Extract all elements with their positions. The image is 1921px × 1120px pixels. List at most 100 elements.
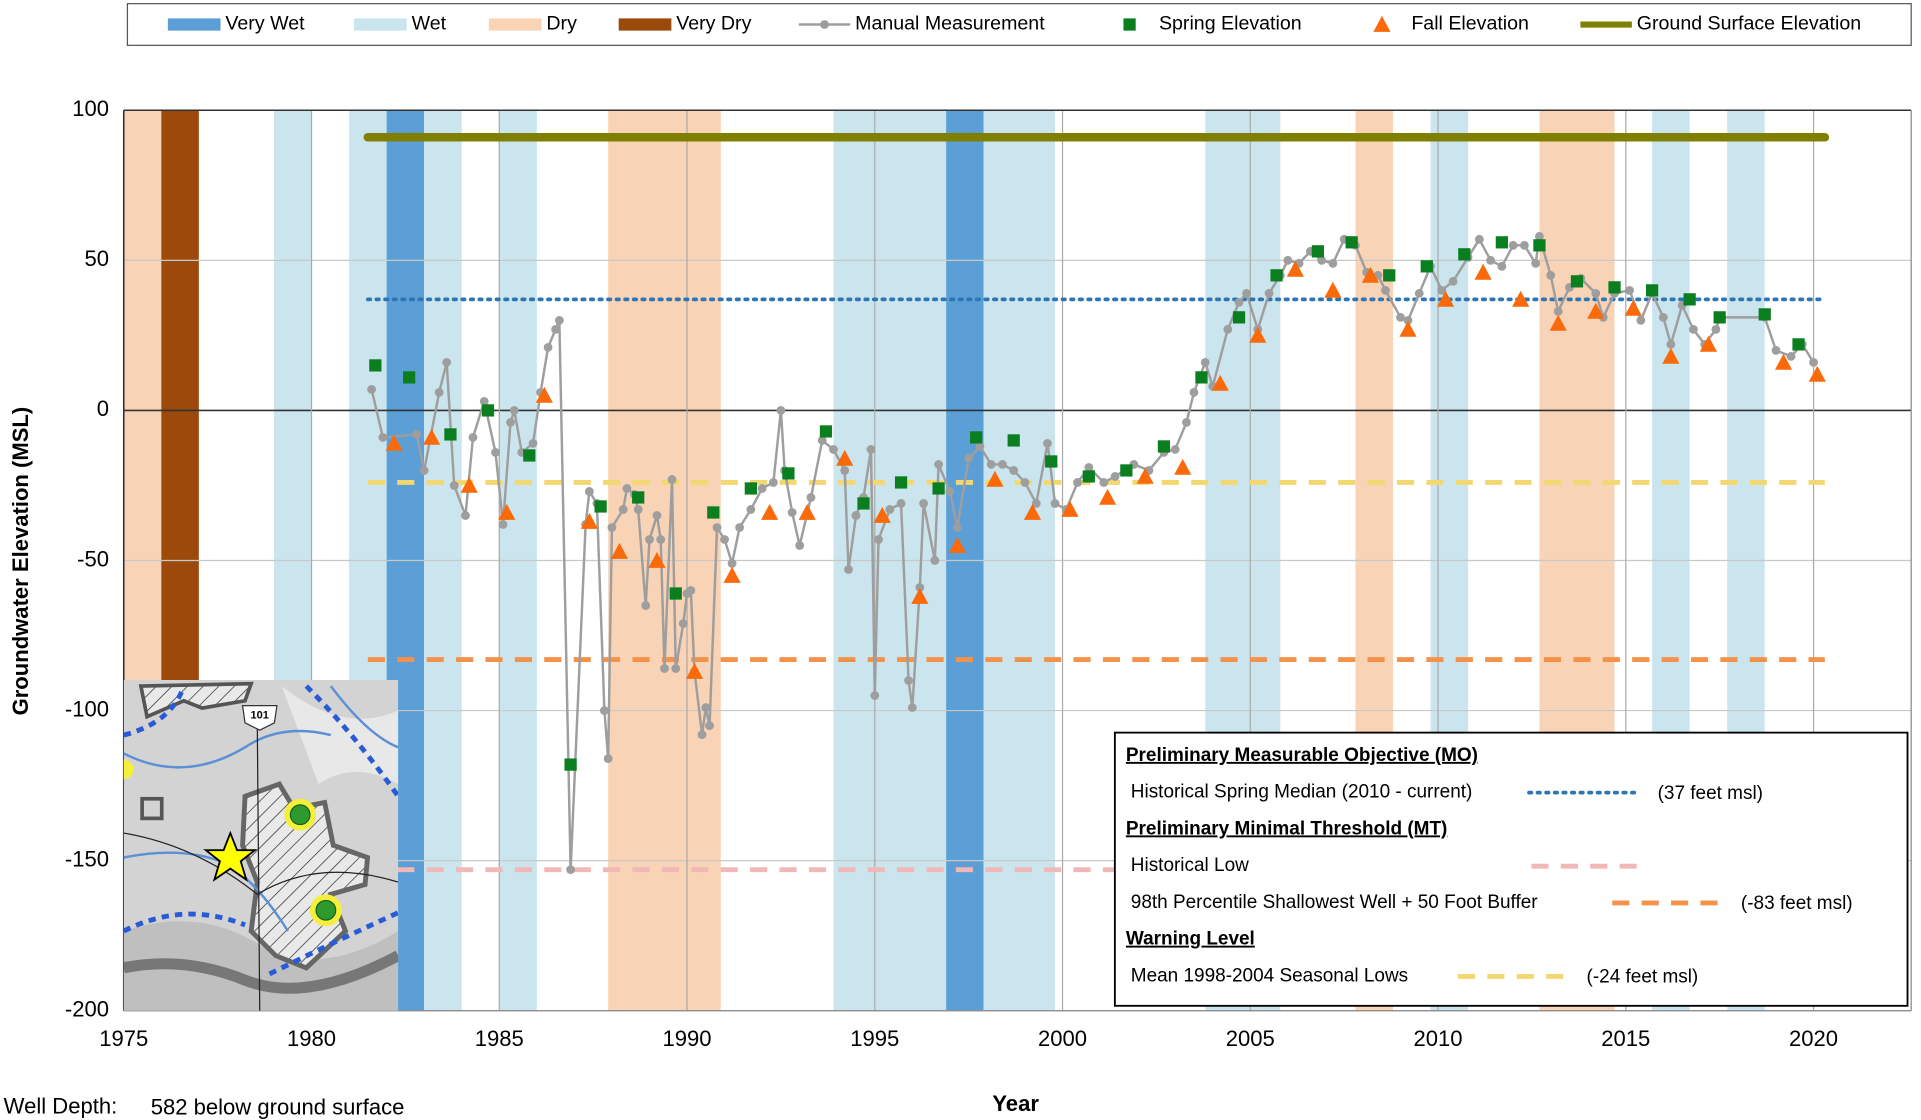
legend-label: Fall Elevation xyxy=(1411,13,1529,35)
marker xyxy=(1436,290,1455,307)
marker xyxy=(506,418,515,427)
marker xyxy=(1497,261,1507,271)
y-tick-label: -200 xyxy=(65,997,109,1022)
marker xyxy=(1546,270,1556,280)
marker xyxy=(660,664,669,673)
marker xyxy=(667,475,677,484)
map-star xyxy=(203,830,258,882)
marker xyxy=(840,466,850,475)
marker xyxy=(806,493,816,502)
marker xyxy=(685,662,704,679)
marker xyxy=(1189,387,1199,397)
x-axis-title: Year xyxy=(992,1091,1039,1116)
marker xyxy=(1286,260,1304,277)
marker xyxy=(607,523,617,532)
inset-map: 101 xyxy=(123,679,399,1011)
legend-label: Wet xyxy=(412,13,447,35)
marker xyxy=(498,503,516,520)
marker xyxy=(1249,326,1267,343)
marker xyxy=(603,754,613,764)
marker xyxy=(1170,445,1180,454)
marker xyxy=(1608,281,1621,294)
marker xyxy=(1050,499,1060,508)
marker xyxy=(543,342,553,352)
map-road-label: 101 xyxy=(251,709,269,721)
marker xyxy=(986,460,996,469)
marker xyxy=(705,721,714,730)
reference-name: Historical Spring Median (2010 - current… xyxy=(1131,782,1473,803)
marker xyxy=(819,425,833,438)
reference-section: Warning Level xyxy=(1126,929,1255,950)
legend-swatch xyxy=(167,18,221,31)
marker xyxy=(919,499,928,508)
marker xyxy=(671,664,681,673)
marker xyxy=(1073,478,1082,487)
marker xyxy=(975,442,985,451)
marker xyxy=(1553,306,1563,316)
reference-name: Historical Low xyxy=(1131,855,1249,876)
marker xyxy=(720,535,729,544)
y-tick-label: -100 xyxy=(65,696,109,721)
marker xyxy=(1512,290,1530,307)
marker xyxy=(1448,276,1458,286)
marker xyxy=(1587,302,1605,319)
marker xyxy=(757,484,767,493)
marker xyxy=(964,454,974,463)
legend-swatch xyxy=(488,18,542,31)
marker xyxy=(1123,18,1136,31)
map-boundary xyxy=(123,950,399,994)
marker xyxy=(857,497,870,510)
marker xyxy=(1061,500,1079,517)
marker xyxy=(697,730,707,739)
marker xyxy=(907,703,917,712)
legend-swatch xyxy=(618,18,672,31)
marker xyxy=(584,487,594,496)
marker xyxy=(594,500,607,513)
map-boundary xyxy=(123,684,399,977)
reference-value: (-83 feet msl) xyxy=(1741,893,1853,914)
marker xyxy=(1520,240,1529,250)
marker xyxy=(998,460,1007,469)
legend-label: Spring Elevation xyxy=(1159,13,1302,35)
reference-name: 98th Percentile Shallowest Well + 50 Foo… xyxy=(1131,892,1538,913)
marker xyxy=(1200,357,1210,367)
legend-label: Very Wet xyxy=(225,13,305,35)
y-tick-label: 50 xyxy=(85,246,110,271)
map-shield xyxy=(241,705,278,731)
marker xyxy=(367,384,376,394)
y-axis-title: Groundwater Elevation (MSL) xyxy=(8,407,33,716)
reference-name: Mean 1998-2004 Seasonal Lows xyxy=(1131,965,1408,986)
x-tick-label: 2015 xyxy=(1601,1026,1650,1051)
map-well xyxy=(289,804,311,826)
marker xyxy=(1774,353,1793,370)
marker xyxy=(641,601,651,610)
marker xyxy=(1009,466,1019,475)
marker xyxy=(1711,324,1721,334)
marker xyxy=(686,586,696,595)
marker xyxy=(479,396,489,406)
marker xyxy=(633,505,643,514)
marker xyxy=(449,481,459,490)
marker xyxy=(461,511,470,520)
marker xyxy=(1458,248,1471,261)
marker xyxy=(836,449,854,466)
marker xyxy=(1645,284,1659,297)
marker xyxy=(820,20,829,29)
marker xyxy=(1666,339,1676,349)
marker xyxy=(1688,324,1698,334)
reference-legend-box xyxy=(1113,731,1909,1007)
marker xyxy=(1549,314,1567,331)
marker xyxy=(618,505,628,514)
marker xyxy=(723,566,741,583)
legend-label: Dry xyxy=(546,13,577,35)
legend-label: Very Dry xyxy=(676,13,751,35)
marker xyxy=(1182,418,1191,427)
x-tick-label: 2020 xyxy=(1789,1026,1838,1051)
marker xyxy=(1317,255,1327,265)
map-well xyxy=(123,759,134,780)
marker xyxy=(894,476,908,489)
legend: Very Wet Wet Dry Very Dry Manual Measurement… xyxy=(126,3,1912,46)
marker xyxy=(566,865,576,875)
map-road xyxy=(123,722,399,1011)
